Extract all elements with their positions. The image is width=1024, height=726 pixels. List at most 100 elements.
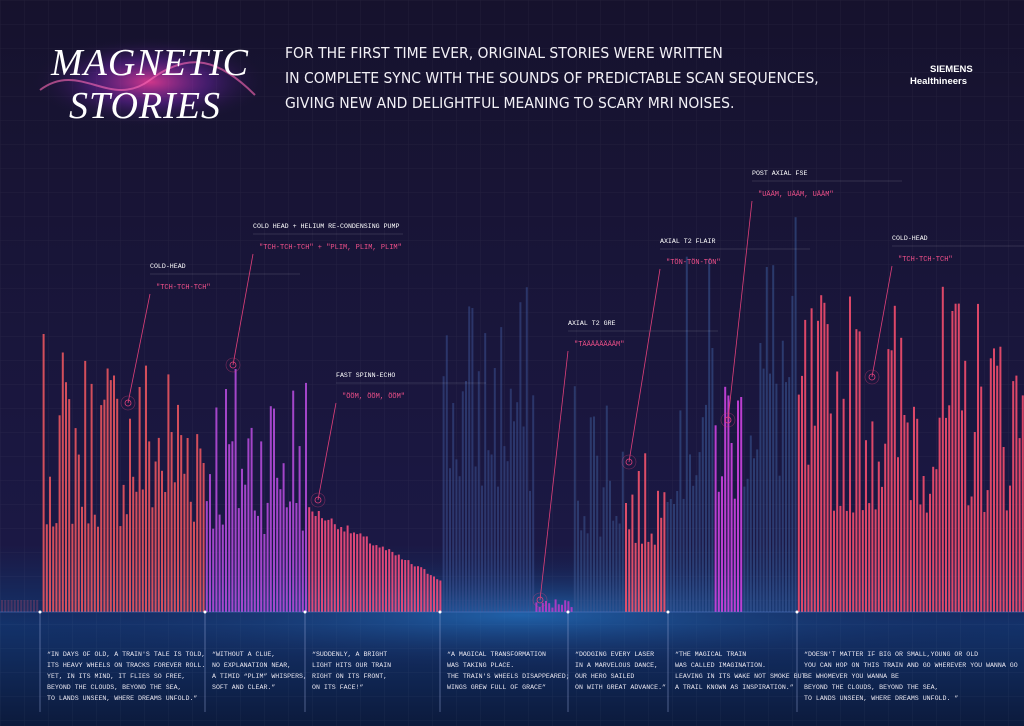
waveform-bar (209, 474, 211, 612)
annotation-sound: "ÖÖM, ÖÖM, ÖÖM" (342, 392, 405, 401)
title: STORIES (69, 85, 221, 127)
waveform-bar (532, 395, 535, 612)
waveform-bar (250, 427, 253, 612)
waveform-bar (743, 486, 746, 612)
waveform-bar (500, 327, 503, 612)
waveform-bar (772, 265, 775, 612)
waveform-bar (625, 503, 627, 612)
waveform-bar (391, 551, 394, 612)
waveform-bar (903, 415, 906, 612)
annotation-label: AXIAL T2 FLAIR (660, 238, 715, 245)
story-line: WAS TAKING PLACE. (447, 662, 514, 669)
annotation-sound: "TCH-TCH-TCH" (898, 256, 953, 264)
annotation-label: AXIAL T2 GRE (568, 320, 616, 327)
waveform-bar (404, 560, 407, 612)
waveform-bar (983, 512, 986, 612)
waveform-bar (13, 600, 16, 612)
waveform-bar (109, 380, 112, 612)
waveform-bar (353, 532, 355, 612)
waveform-bar (244, 484, 247, 612)
story-dot (203, 610, 207, 614)
waveform-bar (497, 486, 499, 612)
waveform-bar (561, 604, 563, 612)
waveform-bar (426, 573, 429, 612)
waveform-bar (132, 476, 135, 612)
story-dot (566, 610, 570, 614)
waveform-bar (285, 507, 288, 612)
waveform-bar (663, 492, 666, 612)
waveform-bar (129, 418, 131, 612)
waveform-bar (909, 500, 912, 612)
waveform-bar (666, 502, 669, 612)
waveform-bar (145, 365, 147, 612)
waveform-bar (877, 461, 880, 612)
waveform-bar (695, 475, 698, 612)
waveform-bar (890, 350, 893, 612)
waveform-bar (769, 373, 771, 612)
waveform-bar (116, 398, 119, 612)
waveform-bar (567, 601, 570, 612)
waveform-bar (609, 480, 611, 612)
waveform-bar (458, 476, 461, 612)
story-dot (666, 610, 670, 614)
waveform-bar (599, 536, 602, 612)
waveform-bar (775, 383, 778, 612)
waveform-bar (932, 466, 935, 612)
waveform-bar (698, 452, 701, 612)
floor-glow (0, 555, 1024, 675)
waveform-bar (727, 395, 730, 612)
waveform-bar (605, 405, 608, 612)
waveform-bar (481, 485, 483, 612)
waveform-bar (721, 476, 723, 612)
waveform-bar (65, 382, 67, 612)
waveform-bar (714, 425, 717, 612)
waveform-bar (269, 406, 272, 612)
waveform-bar (141, 489, 144, 612)
waveform-bar (845, 510, 848, 612)
waveform-bar (103, 399, 106, 612)
waveform-bar (679, 410, 682, 612)
waveform-bar (157, 437, 160, 612)
waveform-bar (829, 413, 832, 612)
waveform-bar (148, 441, 151, 612)
marker-ring (120, 395, 136, 411)
waveform-bar (212, 528, 215, 612)
leader-line (871, 265, 893, 378)
waveform-bar (1002, 447, 1005, 612)
marker (724, 416, 732, 424)
waveform-bar (365, 536, 368, 612)
story-line: “DODGING EVERY LASER (575, 651, 654, 658)
waveform-bar (589, 417, 592, 612)
waveform-bar (826, 324, 829, 612)
waveform-bar (1009, 485, 1011, 612)
waveform-bar (746, 478, 749, 612)
waveform-bar (183, 473, 186, 612)
annotations: COLD-HEAD "TCH-TCH-TCH" COLD HEAD + HELIUM… (120, 170, 1024, 608)
waveform-bar (641, 543, 643, 612)
waveform-bar (465, 381, 467, 612)
waveform-bar (90, 383, 93, 612)
waveform-bar (231, 441, 234, 612)
waveform-bar (29, 600, 32, 612)
waveform-bar (621, 451, 624, 612)
annotation-sound: "TCH-TCH-TCH" + "PLIM, PLIM, PLIM" (259, 244, 402, 252)
waveform-bar (154, 461, 157, 612)
waveform-bar (513, 421, 515, 612)
story: “THE MAGICAL TRAIN WAS CALLED IMAGINATION… (666, 610, 806, 712)
story: “SUDDENLY, A BRIGHT LIGHT HITS OUR TRAIN R… (303, 610, 391, 712)
waveform-bar (282, 463, 285, 612)
waveform-bar (1, 600, 3, 612)
waveform-bar (545, 601, 547, 612)
waveform-bar (202, 463, 205, 612)
waveform-bar (740, 397, 743, 612)
waveform-bar (68, 399, 71, 612)
waveform-bar (10, 600, 13, 612)
waveform-bar (650, 533, 653, 612)
waveform-bar (433, 576, 435, 612)
waveform-bar (961, 410, 963, 612)
waveform-bar (1021, 395, 1024, 612)
waveform-bar (49, 476, 51, 612)
story-dot (38, 610, 42, 614)
waveform-bar (333, 524, 336, 612)
